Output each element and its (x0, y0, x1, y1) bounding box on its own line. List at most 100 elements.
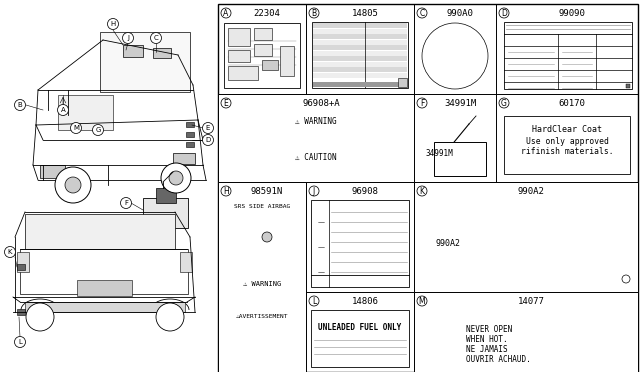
Text: 34991M: 34991M (444, 99, 476, 108)
Text: 60170: 60170 (559, 99, 586, 108)
Circle shape (309, 296, 319, 306)
Circle shape (451, 52, 459, 60)
Circle shape (221, 8, 231, 18)
Bar (218, 94, 414, 182)
Circle shape (15, 337, 26, 347)
Circle shape (161, 163, 191, 193)
Bar (228, 66, 258, 80)
Text: M: M (73, 125, 79, 131)
Bar (228, 50, 250, 62)
Circle shape (417, 8, 427, 18)
Circle shape (202, 135, 214, 145)
Bar (219, 95, 306, 182)
Text: L: L (312, 296, 316, 305)
Bar (460, 235, 630, 245)
Bar (313, 56, 407, 61)
Text: 14805: 14805 (351, 9, 378, 17)
Bar (311, 310, 409, 367)
Circle shape (422, 23, 488, 89)
Bar (223, 200, 301, 213)
Text: 96908: 96908 (351, 186, 378, 196)
Text: L: L (18, 339, 22, 345)
Bar (186, 132, 194, 137)
Bar (313, 67, 407, 72)
Bar (626, 84, 630, 88)
Circle shape (499, 8, 509, 18)
Text: NE JAMAIS: NE JAMAIS (466, 344, 508, 353)
Bar (186, 122, 194, 127)
Circle shape (15, 99, 26, 110)
Text: ⚠ CAUTION: ⚠ CAUTION (295, 153, 337, 161)
Circle shape (26, 303, 54, 331)
Text: ⚠AVERTISSEMENT: ⚠AVERTISSEMENT (236, 314, 288, 320)
Bar (307, 95, 413, 182)
Circle shape (309, 8, 319, 18)
Circle shape (150, 32, 161, 44)
Bar (313, 51, 407, 55)
Bar (100, 32, 190, 92)
Bar (156, 188, 176, 203)
Bar (25, 302, 185, 312)
Bar (313, 82, 407, 87)
Circle shape (58, 105, 68, 115)
Bar (40, 165, 65, 178)
Text: J: J (313, 186, 315, 196)
Circle shape (309, 186, 319, 196)
Circle shape (93, 125, 104, 135)
Bar (180, 252, 192, 272)
Circle shape (202, 122, 214, 134)
Bar (313, 39, 407, 45)
Circle shape (221, 98, 231, 108)
Text: HardClear Coat: HardClear Coat (532, 125, 602, 135)
Text: C: C (154, 35, 158, 41)
Text: 990A2: 990A2 (518, 186, 545, 196)
Bar (123, 45, 143, 57)
Bar (77, 280, 132, 296)
Bar (254, 44, 272, 56)
Bar (458, 200, 632, 287)
Circle shape (235, 222, 289, 276)
Text: 22304: 22304 (253, 9, 280, 17)
Text: 34991M: 34991M (426, 150, 454, 158)
Text: —: — (317, 244, 324, 250)
Bar (218, 182, 306, 372)
Text: D: D (205, 137, 211, 143)
Bar (224, 112, 408, 177)
Text: 990A2: 990A2 (436, 240, 461, 248)
Text: H: H (223, 186, 229, 196)
Bar (415, 293, 637, 372)
Bar (398, 78, 407, 87)
Circle shape (429, 30, 481, 82)
Circle shape (262, 232, 272, 242)
Circle shape (120, 198, 131, 208)
Circle shape (499, 98, 509, 108)
Bar (504, 116, 630, 174)
Bar (313, 34, 407, 39)
Text: Use only approved: Use only approved (525, 137, 609, 145)
Bar (58, 95, 113, 130)
Text: F: F (420, 99, 424, 108)
Text: E: E (206, 125, 210, 131)
Text: WHEN HOT.: WHEN HOT. (466, 334, 508, 343)
Text: A: A (223, 9, 228, 17)
Bar (311, 200, 409, 287)
Text: 98591N: 98591N (251, 186, 283, 196)
Bar (222, 199, 302, 367)
Circle shape (65, 177, 81, 193)
Bar (313, 45, 407, 50)
Text: —: — (317, 269, 324, 275)
Bar (414, 182, 638, 292)
Text: 990A0: 990A0 (447, 9, 474, 17)
Bar (173, 153, 195, 164)
Bar (313, 61, 407, 67)
Text: —: — (317, 219, 324, 225)
Bar (17, 309, 25, 315)
Bar (312, 22, 408, 88)
Circle shape (447, 48, 463, 64)
Text: B: B (18, 102, 22, 108)
Text: J: J (127, 35, 129, 41)
Bar (186, 142, 194, 147)
Bar (504, 22, 632, 89)
Text: K: K (8, 249, 12, 255)
Text: OUVRIR ACHAUD.: OUVRIR ACHAUD. (466, 355, 531, 363)
